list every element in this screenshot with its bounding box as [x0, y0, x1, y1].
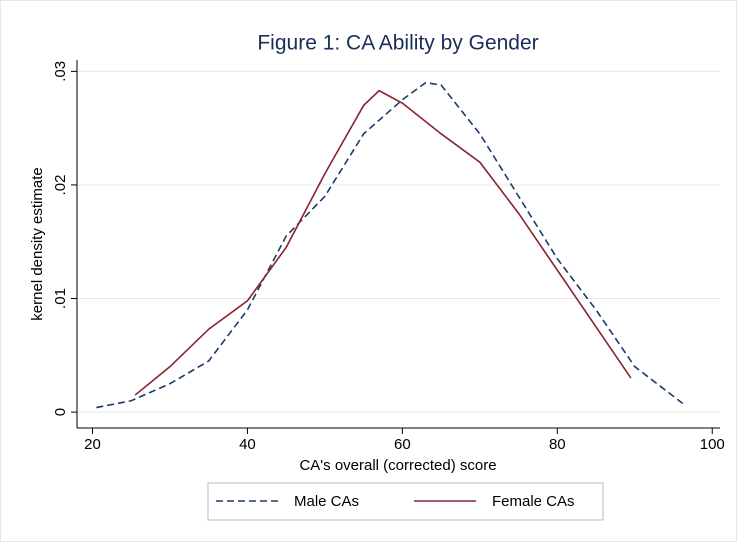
y-axis-label: kernel density estimate [29, 167, 46, 320]
x-tick-label: 100 [700, 436, 725, 453]
chart-title: Figure 1: CA Ability by Gender [257, 32, 538, 55]
x-tick-label: 20 [84, 436, 101, 453]
y-tick-label: .02 [52, 175, 69, 196]
legend-label: Male CAs [294, 493, 359, 510]
x-tick-label: 80 [549, 436, 566, 453]
y-tick-label: .01 [52, 288, 69, 309]
line-series [134, 89, 632, 396]
line-series [96, 81, 686, 409]
x-tick-label: 40 [239, 436, 256, 453]
y-tick-label: 0 [52, 408, 69, 416]
legend-label: Female CAs [492, 493, 575, 510]
y-tick-label: .03 [52, 61, 69, 82]
x-tick-label: 60 [394, 436, 411, 453]
x-axis-label: CA's overall (corrected) score [299, 457, 496, 474]
